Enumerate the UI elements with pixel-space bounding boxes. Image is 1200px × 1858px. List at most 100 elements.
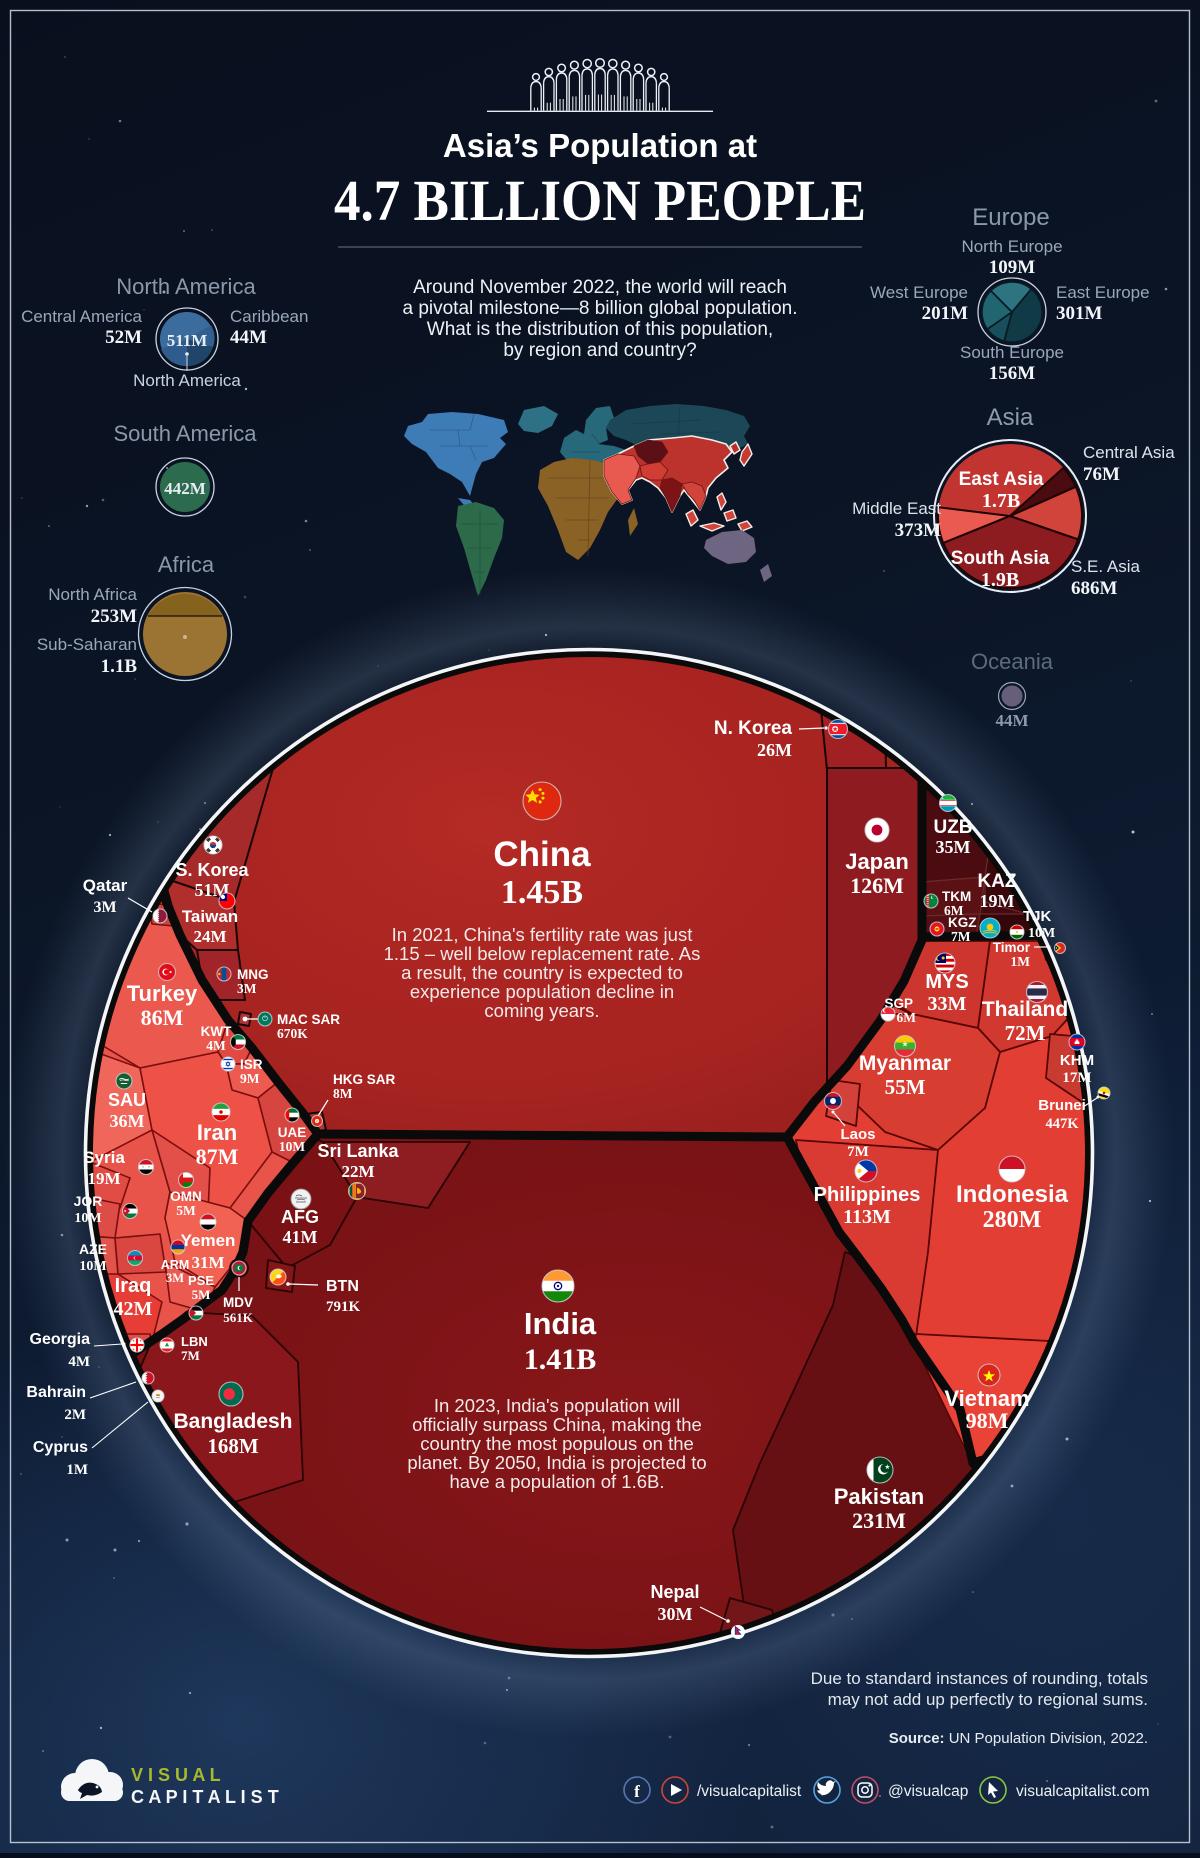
svg-text:86M: 86M <box>141 1005 184 1030</box>
svg-text:@visualcap: @visualcap <box>888 1783 968 1800</box>
svg-text:52M: 52M <box>105 327 142 348</box>
svg-text:156M: 156M <box>989 363 1036 384</box>
svg-text:231M: 231M <box>852 1508 906 1533</box>
svg-text:C A P I T A L I S T: C A P I T A L I S T <box>131 1787 279 1807</box>
svg-text:Taiwan: Taiwan <box>182 907 238 926</box>
svg-text:Brunei: Brunei <box>1038 1097 1086 1114</box>
svg-text:Sub-Saharan: Sub-Saharan <box>37 635 137 654</box>
svg-text:OMN: OMN <box>170 1189 202 1204</box>
svg-text:Iran: Iran <box>197 1120 237 1145</box>
svg-text:113M: 113M <box>843 1206 891 1228</box>
svg-text:What is the distribution of th: What is the distribution of this populat… <box>427 319 773 340</box>
svg-text:Philippines: Philippines <box>814 1184 921 1206</box>
svg-text:33M: 33M <box>928 993 967 1015</box>
svg-text:visualcapitalist.com: visualcapitalist.com <box>1016 1783 1150 1800</box>
svg-text:Qatar: Qatar <box>83 876 128 895</box>
svg-text:87M: 87M <box>196 1144 239 1169</box>
svg-text:North America: North America <box>133 371 241 390</box>
svg-text:1.15 – well below replacement: 1.15 – well below replacement rate. As <box>384 943 701 964</box>
svg-text:KWT: KWT <box>201 1024 232 1039</box>
svg-text:LBN: LBN <box>181 1334 208 1349</box>
svg-text:SAU: SAU <box>108 1090 146 1110</box>
svg-text:Georgia: Georgia <box>30 1331 91 1348</box>
svg-text:BTN: BTN <box>326 1278 359 1295</box>
svg-text:1.9B: 1.9B <box>981 569 1019 591</box>
svg-text:6M: 6M <box>944 903 964 918</box>
svg-text:Nepal: Nepal <box>650 1582 699 1602</box>
svg-text:Pakistan: Pakistan <box>834 1484 925 1509</box>
svg-text:MNG: MNG <box>237 967 269 982</box>
svg-text:Due to standard instances of r: Due to standard instances of rounding, t… <box>811 1669 1148 1688</box>
svg-text:1M: 1M <box>1011 954 1031 969</box>
svg-text:3M: 3M <box>237 981 257 996</box>
svg-text:22M: 22M <box>341 1162 374 1181</box>
svg-text:Asia’s Population at: Asia’s Population at <box>443 127 757 164</box>
svg-text:35M: 35M <box>936 837 971 857</box>
svg-text:Central America: Central America <box>21 307 142 326</box>
svg-text:Laos: Laos <box>840 1126 875 1143</box>
svg-text:30M: 30M <box>658 1604 693 1624</box>
svg-text:5M: 5M <box>192 1287 211 1302</box>
svg-text:442M: 442M <box>164 479 206 498</box>
svg-text:MDV: MDV <box>223 1295 253 1310</box>
svg-text:PSE: PSE <box>188 1273 214 1288</box>
svg-text:TJK: TJK <box>1023 908 1052 925</box>
svg-text:7M: 7M <box>181 1348 200 1363</box>
svg-text:f: f <box>634 1782 640 1801</box>
svg-text:Thailand: Thailand <box>982 998 1068 1021</box>
svg-text:168M: 168M <box>207 1434 259 1458</box>
svg-text:301M: 301M <box>1056 303 1103 324</box>
svg-text:Africa: Africa <box>158 552 215 577</box>
svg-text:670K: 670K <box>277 1026 308 1041</box>
svg-text:36M: 36M <box>110 1111 145 1131</box>
svg-text:In 2023, India's population wi: In 2023, India's population will <box>434 1395 680 1416</box>
svg-text:AFG: AFG <box>281 1207 319 1227</box>
svg-text:planet. By 2050, India is proj: planet. By 2050, India is projected to <box>407 1452 706 1473</box>
svg-text:10M: 10M <box>279 1139 306 1154</box>
svg-text:Middle East: Middle East <box>852 499 941 518</box>
svg-text:19M: 19M <box>980 891 1015 911</box>
svg-text:109M: 109M <box>989 257 1036 278</box>
svg-text:Bahrain: Bahrain <box>26 1384 86 1401</box>
svg-text:Caribbean: Caribbean <box>230 307 308 326</box>
svg-text:AZE: AZE <box>79 1241 107 1257</box>
svg-text:Vietnam: Vietnam <box>944 1386 1029 1411</box>
svg-text:UZB: UZB <box>933 817 972 838</box>
svg-text:1M: 1M <box>66 1462 88 1478</box>
svg-text:HKG SAR: HKG SAR <box>333 1072 396 1087</box>
svg-text:MYS: MYS <box>925 971 968 993</box>
svg-text:3M: 3M <box>93 899 116 916</box>
svg-text:1.45B: 1.45B <box>501 874 583 911</box>
svg-text:Turkey: Turkey <box>127 981 198 1006</box>
svg-text:4M: 4M <box>68 1354 90 1370</box>
svg-text:1.7B: 1.7B <box>982 490 1020 512</box>
svg-text:791K: 791K <box>326 1299 361 1315</box>
svg-text:1.41B: 1.41B <box>524 1343 597 1376</box>
svg-text:/visualcapitalist: /visualcapitalist <box>697 1783 802 1800</box>
svg-text:280M: 280M <box>983 1207 1042 1233</box>
svg-text:9M: 9M <box>240 1071 260 1086</box>
svg-text:Source: UN Population Division: Source: UN Population Division, 2022. <box>889 1730 1148 1747</box>
svg-text:Asia: Asia <box>987 404 1034 431</box>
svg-text:officially surpass China, maki: officially surpass China, making the <box>412 1414 702 1435</box>
svg-text:3M: 3M <box>166 1271 184 1285</box>
svg-text:Yemen: Yemen <box>181 1231 236 1250</box>
svg-text:JOR: JOR <box>74 1193 103 1209</box>
svg-text:by region and country?: by region and country? <box>503 340 696 361</box>
svg-text:North Europe: North Europe <box>961 237 1062 256</box>
svg-text:Europe: Europe <box>972 204 1049 231</box>
svg-text:51M: 51M <box>195 880 230 900</box>
svg-text:44M: 44M <box>230 327 267 348</box>
svg-text:SGP: SGP <box>884 996 913 1011</box>
svg-text:1.1B: 1.1B <box>101 656 138 677</box>
svg-text:24M: 24M <box>193 927 226 946</box>
svg-text:UAE: UAE <box>278 1125 307 1140</box>
svg-text:4.7 BILLION PEOPLE: 4.7 BILLION PEOPLE <box>334 168 866 233</box>
svg-text:4M: 4M <box>206 1038 226 1053</box>
svg-text:55M: 55M <box>885 1075 926 1099</box>
svg-text:KAZ: KAZ <box>977 871 1016 892</box>
svg-text:10M: 10M <box>1028 926 1055 941</box>
svg-text:KGZ: KGZ <box>948 915 977 930</box>
svg-text:686M: 686M <box>1071 578 1118 599</box>
svg-text:26M: 26M <box>757 740 792 760</box>
